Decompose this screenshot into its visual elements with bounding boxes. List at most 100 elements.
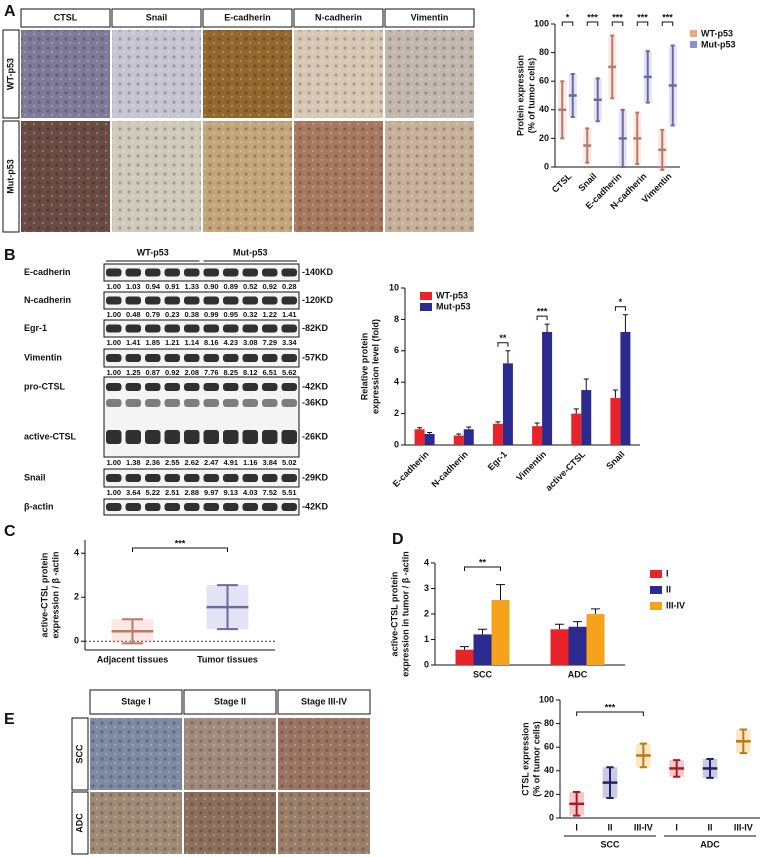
legend-label: III-IV bbox=[666, 600, 685, 610]
legend-swatch bbox=[650, 586, 662, 594]
y-axis-label: expression / β -actin bbox=[50, 551, 60, 638]
blot-band bbox=[184, 296, 200, 305]
blot-band bbox=[262, 399, 278, 407]
blot-band bbox=[262, 503, 278, 511]
y-axis-label: expression in tumor / β -actin bbox=[400, 551, 410, 677]
quantification: 8.25 bbox=[223, 368, 238, 377]
significance-bracket bbox=[636, 21, 649, 26]
blot-band bbox=[262, 296, 278, 305]
blot-band bbox=[223, 383, 239, 391]
quantification: 1.41 bbox=[282, 310, 297, 319]
blot-band bbox=[145, 324, 161, 333]
blot-band bbox=[125, 383, 141, 391]
micrograph-texture bbox=[294, 30, 383, 118]
quantification: 0.52 bbox=[243, 282, 258, 291]
error-bar bbox=[478, 628, 487, 635]
blot-band bbox=[262, 474, 278, 482]
y-tick-label: 0 bbox=[549, 812, 554, 822]
quantification: 0.92 bbox=[262, 282, 277, 291]
y-tick-label: 4 bbox=[424, 557, 429, 567]
blot-band bbox=[262, 430, 278, 444]
micrograph-texture bbox=[203, 121, 292, 232]
blot-row-label: Vimentin bbox=[24, 352, 62, 362]
x-tick-label: II bbox=[707, 822, 712, 832]
blot-band bbox=[281, 399, 297, 407]
quantification: 0.28 bbox=[282, 282, 297, 291]
quantification: 0.32 bbox=[243, 310, 258, 319]
blot-band bbox=[203, 474, 219, 482]
quantification: 0.90 bbox=[204, 282, 219, 291]
bar bbox=[492, 423, 503, 445]
blot-band bbox=[106, 399, 122, 407]
quantification: 3.08 bbox=[243, 338, 258, 347]
bar bbox=[455, 649, 474, 665]
blot-frame bbox=[103, 468, 300, 488]
blot-band bbox=[106, 383, 122, 391]
error-bar bbox=[495, 421, 501, 424]
blot-band bbox=[242, 383, 258, 391]
blot-band bbox=[164, 383, 180, 391]
blot-band bbox=[203, 324, 219, 333]
blot-row-label: pro-CTSL bbox=[24, 381, 65, 391]
significance-bracket bbox=[661, 21, 674, 26]
error-bar bbox=[622, 314, 628, 332]
quantification: 1.25 bbox=[126, 368, 141, 377]
blot-band bbox=[281, 268, 297, 277]
blot-band bbox=[242, 354, 258, 362]
quantification: 1.16 bbox=[243, 458, 258, 467]
error-bar bbox=[583, 378, 589, 391]
y-tick-label: 1 bbox=[424, 634, 429, 644]
group-label: SCC bbox=[600, 839, 620, 849]
legend-swatch bbox=[650, 570, 662, 578]
quantification: 4.23 bbox=[223, 338, 238, 347]
quantification: 1.22 bbox=[262, 310, 277, 319]
y-tick-label: 20 bbox=[544, 789, 554, 799]
micrograph-texture bbox=[278, 792, 370, 854]
micrograph-texture bbox=[21, 121, 110, 232]
significance-label: * bbox=[566, 12, 570, 22]
quantification: 3.64 bbox=[126, 488, 141, 497]
blot-band bbox=[125, 503, 141, 511]
significance-label: *** bbox=[537, 306, 548, 316]
error-bar bbox=[555, 623, 564, 630]
bar bbox=[532, 426, 543, 445]
blot-band bbox=[203, 354, 219, 362]
y-tick-label: 2 bbox=[424, 608, 429, 618]
quantification: 1.00 bbox=[106, 282, 121, 291]
x-tick-label: Snail bbox=[576, 171, 598, 193]
blot-band bbox=[242, 268, 258, 277]
quantification: 1.33 bbox=[184, 282, 199, 291]
x-tick-label: E-cadherin bbox=[391, 449, 431, 489]
kd-label: -57KD bbox=[302, 352, 329, 362]
y-axis-label: (% of tumor cells) bbox=[526, 58, 536, 134]
column-header-box bbox=[111, 8, 202, 28]
quantification: 9.13 bbox=[223, 488, 238, 497]
blot-band bbox=[223, 474, 239, 482]
row-header: WT-p53 bbox=[5, 58, 15, 90]
blot-band bbox=[106, 354, 122, 362]
blot-frame bbox=[103, 291, 300, 310]
blot-row-label: active-CTSL bbox=[24, 431, 77, 441]
x-tick-label: III-IV bbox=[634, 822, 653, 832]
y-tick-label: 4 bbox=[394, 377, 399, 387]
x-tick-label: ADC bbox=[568, 669, 588, 679]
y-tick-label: 3 bbox=[424, 583, 429, 593]
blot-band bbox=[262, 324, 278, 333]
significance-label: *** bbox=[612, 12, 623, 22]
bar bbox=[502, 363, 513, 445]
error-bar bbox=[505, 350, 511, 364]
quantification: 2.88 bbox=[184, 488, 199, 497]
x-tick-label: II bbox=[607, 822, 612, 832]
legend-label: Mut-p53 bbox=[701, 39, 736, 49]
significance-label: ** bbox=[479, 557, 487, 567]
blot-band bbox=[125, 268, 141, 277]
blot-band bbox=[164, 268, 180, 277]
x-tick-label: Vimentin bbox=[514, 449, 548, 483]
significance-bracket bbox=[614, 306, 626, 311]
row-header: SCC bbox=[74, 744, 84, 764]
blot-frame bbox=[103, 319, 300, 338]
legend-label: WT-p53 bbox=[701, 28, 733, 38]
micrograph-texture bbox=[385, 121, 474, 232]
blot-band bbox=[203, 503, 219, 511]
